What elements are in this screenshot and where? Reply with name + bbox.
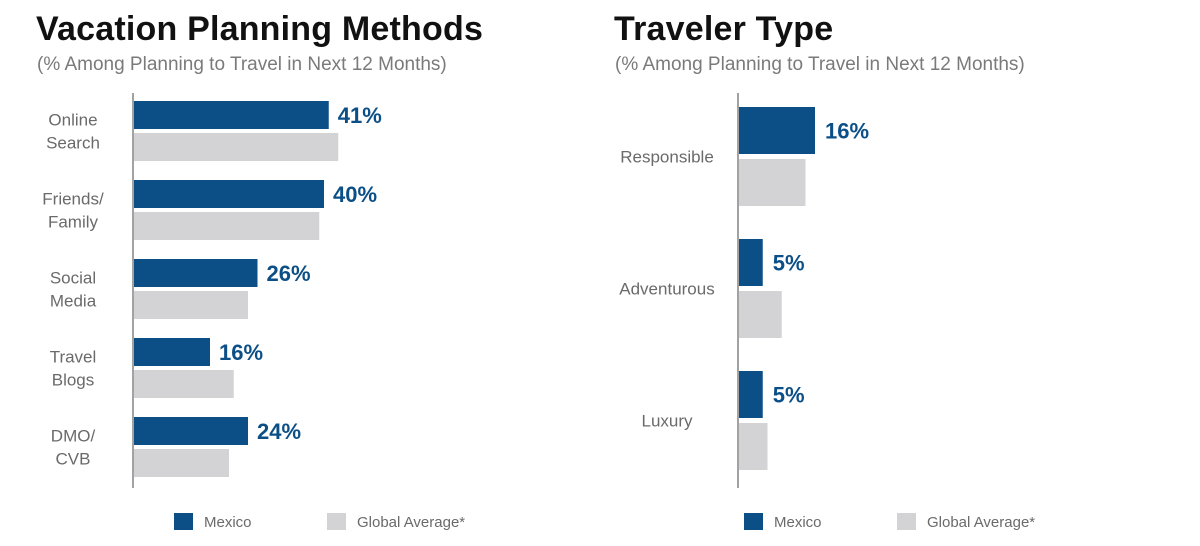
chart-1-value-label-1: 5% [773, 251, 805, 276]
chart-subtitle-traveler-type: (% Among Planning to Travel in Next 12 M… [615, 54, 1025, 75]
chart-1-bar-mexico-1 [739, 239, 763, 286]
chart-title-planning: Vacation Planning Methods [36, 10, 484, 48]
chart-1-category-label-2: Luxury [641, 412, 693, 431]
chart-0-bar-mexico-2 [134, 259, 258, 287]
chart-0-legend-swatch-global [327, 513, 346, 530]
chart-0-legend-label-mexico: Mexico [204, 514, 252, 531]
chart-0-bar-global-4 [134, 449, 229, 477]
chart-title-traveler-type: Traveler Type [614, 10, 834, 48]
chart-1-bar-global-0 [739, 159, 806, 206]
chart-1-value-label-0: 16% [825, 119, 869, 144]
chart-0-value-label-2: 26% [267, 261, 311, 286]
chart-1-legend-label-mexico: Mexico [774, 514, 822, 531]
chart-1-legend-label-global: Global Average* [927, 514, 1035, 531]
chart-0-bar-global-0 [134, 133, 339, 161]
chart-1-legend-swatch-global [897, 513, 916, 530]
chart-subtitle-planning: (% Among Planning to Travel in Next 12 M… [37, 54, 447, 75]
chart-0-category-label-1: Friends/Family [42, 190, 104, 232]
chart-0-bar-mexico-4 [134, 417, 248, 445]
chart-0-value-label-0: 41% [338, 103, 382, 128]
chart-1-category-label-0: Responsible [620, 148, 714, 167]
chart-1-value-label-2: 5% [773, 383, 805, 408]
chart-1-bar-mexico-2 [739, 371, 763, 418]
chart-0-category-label-3: Travel Blogs [50, 348, 97, 390]
chart-1-legend-swatch-mexico [744, 513, 763, 530]
chart-0-value-label-1: 40% [333, 182, 377, 207]
chart-0-bar-mexico-1 [134, 180, 324, 208]
chart-0-bar-global-1 [134, 212, 320, 240]
chart-1-bar-global-2 [739, 423, 768, 470]
chart-0-category-label-0: Online Search [46, 111, 100, 153]
chart-1-category-label-1: Adventurous [619, 280, 714, 299]
chart-0-category-label-4: DMO/CVB [51, 427, 96, 469]
chart-0-bar-global-2 [134, 291, 248, 319]
chart-0-value-label-4: 24% [257, 419, 301, 444]
chart-1-bar-mexico-0 [739, 107, 815, 154]
chart-0-category-label-2: Social Media [50, 269, 97, 311]
chart-0-value-label-3: 16% [219, 340, 263, 365]
chart-0-bar-mexico-0 [134, 101, 329, 129]
chart-0-legend-label-global: Global Average* [357, 514, 465, 531]
chart-0-bar-global-3 [134, 370, 234, 398]
chart-0-legend-swatch-mexico [174, 513, 193, 530]
chart-1-bar-global-1 [739, 291, 782, 338]
chart-0-bar-mexico-3 [134, 338, 210, 366]
